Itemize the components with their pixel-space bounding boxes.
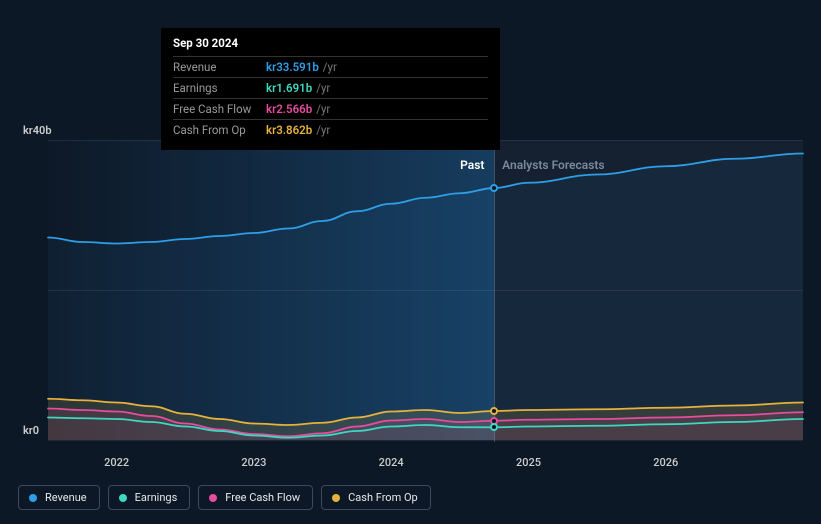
legend-label: Revenue: [45, 491, 87, 504]
x-tick-label: 2026: [653, 456, 678, 469]
y-tick-label: kr40b: [23, 124, 52, 137]
x-tick-label: 2022: [104, 456, 129, 469]
x-tick-label: 2024: [379, 456, 404, 469]
tooltip-metric-unit: /yr: [316, 102, 330, 116]
legend-dot-icon: [119, 494, 127, 502]
tooltip-metric-unit: /yr: [316, 81, 330, 95]
tooltip-row: Revenuekr33.591b/yr: [173, 56, 488, 77]
legend-label: Earnings: [135, 491, 178, 504]
x-tick-label: 2025: [516, 456, 541, 469]
hover-marker: [490, 423, 498, 431]
past-section-label: Past: [460, 158, 484, 172]
tooltip-metric-unit: /yr: [323, 60, 337, 74]
grid-line: [48, 440, 803, 441]
legend-item-cash-from-op[interactable]: Cash From Op: [321, 485, 431, 510]
legend-item-revenue[interactable]: Revenue: [18, 485, 100, 510]
tooltip-metric-value: kr33.591b: [266, 60, 319, 74]
legend-label: Cash From Op: [348, 491, 418, 504]
tooltip-metric-unit: /yr: [316, 123, 330, 137]
tooltip-row: Free Cash Flowkr2.566b/yr: [173, 98, 488, 119]
tooltip-metric-label: Cash From Op: [173, 123, 266, 137]
financial-forecast-chart: kr40b kr0 Past Analysts Forecasts 2022 20…: [18, 10, 803, 470]
plot-area[interactable]: [48, 140, 803, 440]
tooltip-metric-value: kr1.691b: [266, 81, 312, 95]
legend-dot-icon: [29, 494, 37, 502]
tooltip-date: Sep 30 2024: [173, 36, 488, 50]
chart-lines-svg: [48, 140, 803, 440]
hover-tooltip: Sep 30 2024 Revenuekr33.591b/yrEarningsk…: [161, 28, 500, 150]
tooltip-metric-label: Earnings: [173, 81, 266, 95]
hover-marker: [490, 407, 498, 415]
y-tick-label: kr0: [23, 424, 39, 437]
legend-dot-icon: [332, 494, 340, 502]
tooltip-row: Cash From Opkr3.862b/yr: [173, 119, 488, 140]
tooltip-row: Earningskr1.691b/yr: [173, 77, 488, 98]
chart-legend: Revenue Earnings Free Cash Flow Cash From O…: [18, 485, 431, 510]
past-forecast-divider: [494, 120, 495, 442]
x-tick-label: 2023: [241, 456, 266, 469]
forecast-section-label: Analysts Forecasts: [502, 158, 604, 172]
tooltip-metric-value: kr2.566b: [266, 102, 312, 116]
legend-item-free-cash-flow[interactable]: Free Cash Flow: [198, 485, 313, 510]
tooltip-metric-label: Free Cash Flow: [173, 102, 266, 116]
hover-marker: [490, 184, 498, 192]
legend-label: Free Cash Flow: [225, 491, 300, 504]
legend-item-earnings[interactable]: Earnings: [108, 485, 191, 510]
legend-dot-icon: [209, 494, 217, 502]
tooltip-metric-label: Revenue: [173, 60, 266, 74]
tooltip-metric-value: kr3.862b: [266, 123, 312, 137]
